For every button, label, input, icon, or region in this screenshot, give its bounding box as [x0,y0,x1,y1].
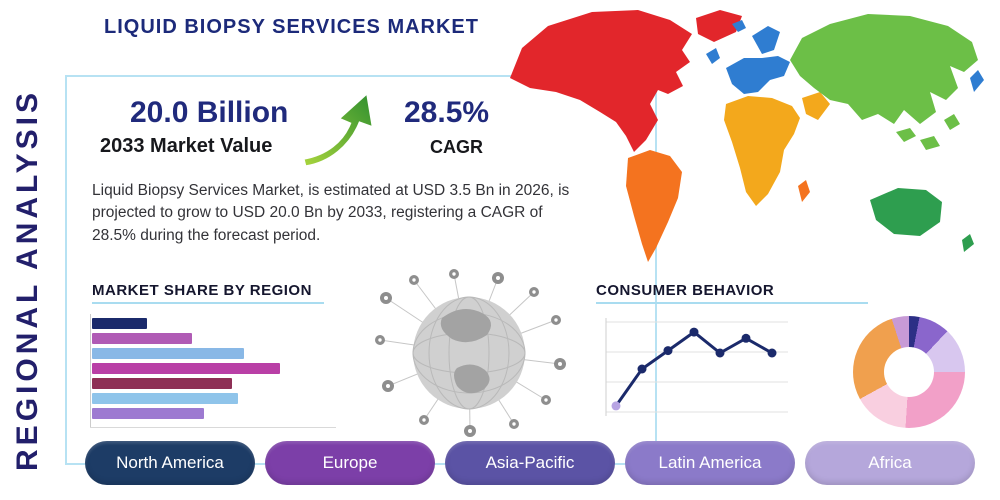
consumer-behavior-section-title: CONSUMER BEHAVIOR [596,282,775,299]
map-new-zealand [962,234,974,252]
cagr-stat: 28.5% [404,96,490,129]
map-se-asia-1 [896,128,916,142]
network-nodes [375,269,566,437]
region-button-row: North America Europe Asia-Pacific Latin … [85,441,975,487]
region-button-label: Africa [868,453,912,472]
world-map [510,10,984,262]
region-button-label: Asia-Pacific [485,453,575,472]
globe-continents [440,309,491,394]
market-share-underline [92,302,324,304]
bar-segment [92,348,244,359]
cagr-caption: CAGR [430,137,483,157]
map-se-asia-3 [944,114,960,130]
map-north-america [510,10,692,152]
map-asia [790,14,978,124]
market-share-bar-chart [90,314,340,430]
side-vertical-label: REGIONAL ANALYSIS [11,89,44,471]
map-japan [970,70,984,92]
region-button-north-america[interactable]: North America [85,441,255,485]
region-button-label: Latin America [658,453,762,472]
bar-segment [92,408,204,419]
bar-segment [92,378,232,389]
region-button-latin-america[interactable]: Latin America [625,441,795,485]
bar-segment [92,393,238,404]
bar-segment [92,363,280,374]
market-description: Liquid Biopsy Services Market, is estima… [92,182,570,244]
bar-chart-y-axis [90,314,91,428]
map-se-asia-2 [920,136,940,150]
map-greenland [696,10,742,42]
region-button-europe[interactable]: Europe [265,441,435,485]
map-australia [870,188,942,236]
map-europe [726,56,790,94]
bar-chart-bars [92,318,280,423]
market-share-section-title: MARKET SHARE BY REGION [92,282,312,299]
map-madagascar [798,180,810,202]
bar-chart-x-axis [90,427,336,428]
donut-hole [884,347,934,397]
map-uk [706,48,720,64]
map-iceland [732,20,746,32]
region-button-label: North America [116,453,224,472]
map-south-america [626,150,682,262]
consumer-behavior-underline [596,302,868,304]
region-button-africa[interactable]: Africa [805,441,975,485]
globe-network-graphic [375,269,566,437]
region-button-asia-pacific[interactable]: Asia-Pacific [445,441,615,485]
growth-arrow-icon [302,91,374,168]
map-scandinavia [752,26,780,54]
market-value-stat: 20.0 Billion [130,96,289,129]
market-value-caption: 2033 Market Value [100,135,273,157]
consumer-donut-chart [853,316,965,428]
map-arabia [802,92,830,120]
region-button-label: Europe [322,453,378,472]
bar-segment [92,333,192,344]
consumer-behavior-line-chart [598,310,793,425]
bar-segment [92,318,147,329]
map-africa [724,96,800,206]
page-title: LIQUID BIOPSY SERVICES MARKET [104,16,479,38]
